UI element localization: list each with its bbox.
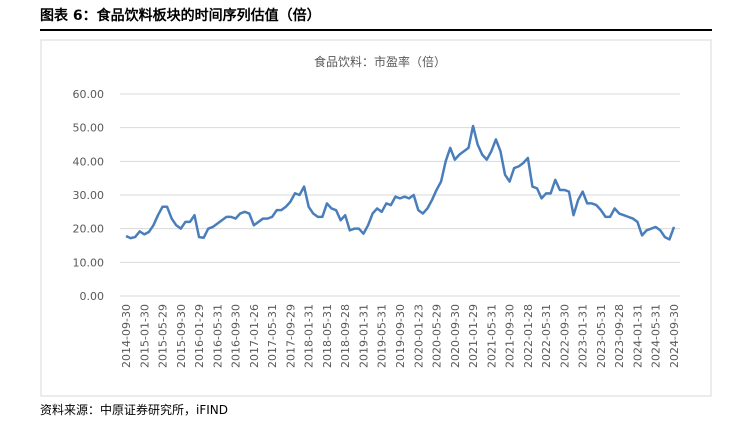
chart-frame [40, 39, 712, 397]
x-tick-label: 2020-05-29 [431, 304, 444, 368]
x-tick-label: 2024-01-31 [631, 304, 644, 368]
x-tick-label: 2022-05-31 [540, 304, 553, 368]
x-tick-label: 2017-01-26 [248, 304, 261, 368]
y-tick-label: 50.00 [73, 122, 105, 135]
x-tick-label: 2021-01-29 [467, 304, 480, 368]
y-tick-label: 0.00 [80, 290, 105, 303]
x-tick-label: 2015-01-30 [138, 304, 151, 368]
x-tick-label: 2018-05-31 [321, 304, 334, 368]
x-tick-label: 2019-09-30 [394, 304, 407, 368]
x-tick-label: 2021-09-30 [504, 304, 517, 368]
figure-title: 图表 6：食品饮料板块的时间序列估值（倍） [40, 7, 321, 24]
x-tick-label: 2023-05-31 [595, 304, 608, 368]
x-tick-label: 2023-01-31 [577, 304, 590, 368]
x-tick-label: 2016-01-29 [193, 304, 206, 368]
x-tick-label: 2017-05-31 [266, 304, 279, 368]
x-tick-label: 2016-09-30 [230, 304, 243, 368]
x-tick-label: 2021-05-31 [485, 304, 498, 368]
y-tick-label: 30.00 [73, 189, 105, 202]
legend-label: 食品饮料：市盈率（倍） [314, 54, 446, 69]
y-tick-label: 20.00 [73, 223, 105, 236]
x-tick-label: 2023-09-28 [613, 304, 626, 368]
x-tick-label: 2024-05-31 [650, 304, 663, 368]
x-tick-label: 2022-01-28 [522, 304, 535, 368]
x-tick-label: 2024-09-30 [668, 304, 681, 368]
series-line [125, 124, 676, 241]
x-tick-label: 2020-09-30 [449, 304, 462, 368]
y-tick-label: 40.00 [73, 155, 105, 168]
x-tick-label: 2019-01-31 [357, 304, 370, 368]
x-tick-label: 2018-01-31 [303, 304, 316, 368]
y-tick-label: 60.00 [73, 88, 105, 101]
x-tick-label: 2017-09-29 [284, 304, 297, 368]
x-tick-label: 2014-09-30 [120, 304, 133, 368]
x-tick-label: 2015-09-30 [175, 304, 188, 368]
y-tick-label: 10.00 [73, 256, 105, 269]
x-tick-label: 2015-05-29 [157, 304, 170, 368]
x-tick-label: 2016-05-31 [211, 304, 224, 368]
x-tick-label: 2019-05-31 [376, 304, 389, 368]
x-tick-label: 2022-09-30 [558, 304, 571, 368]
x-tick-label: 2020-01-23 [412, 304, 425, 368]
source-note: 资料来源：中原证券研究所，iFIND [40, 402, 228, 417]
x-tick-label: 2018-09-28 [339, 304, 352, 368]
